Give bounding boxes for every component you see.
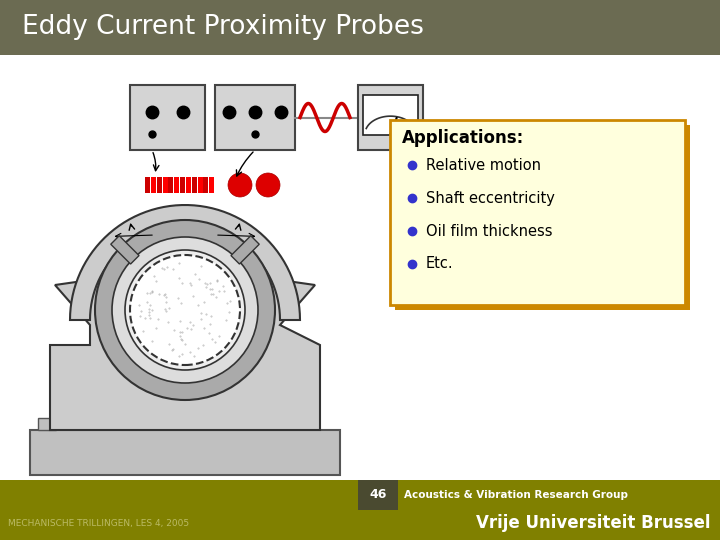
- Bar: [358, 85, 423, 150]
- Text: MECHANISCHE TRILLINGEN, LES 4, 2005: MECHANISCHE TRILLINGEN, LES 4, 2005: [8, 519, 189, 528]
- Bar: [180, 177, 185, 193]
- Circle shape: [112, 237, 258, 383]
- Bar: [395, 125, 690, 310]
- Text: Relative motion: Relative motion: [426, 158, 541, 172]
- Bar: [0, 0, 720, 55]
- Bar: [0, 55, 720, 480]
- Bar: [358, 480, 398, 510]
- Text: Vrije Universiteit Brussel: Vrije Universiteit Brussel: [475, 514, 710, 532]
- Bar: [145, 177, 150, 193]
- Text: Oil film thickness: Oil film thickness: [426, 224, 552, 239]
- Bar: [197, 177, 202, 193]
- Bar: [192, 177, 197, 193]
- Bar: [186, 177, 191, 193]
- Bar: [174, 177, 179, 193]
- Text: 46: 46: [369, 489, 387, 502]
- Polygon shape: [50, 275, 320, 430]
- Bar: [38, 418, 56, 430]
- Circle shape: [130, 255, 240, 365]
- Bar: [163, 177, 168, 193]
- Bar: [203, 177, 208, 193]
- Bar: [210, 177, 214, 193]
- Text: Shaft eccentricity: Shaft eccentricity: [426, 191, 555, 206]
- Bar: [30, 430, 340, 475]
- Bar: [231, 236, 259, 264]
- Text: Acoustics & Vibration Research Group: Acoustics & Vibration Research Group: [404, 490, 628, 500]
- Bar: [168, 177, 174, 193]
- Bar: [0, 480, 720, 540]
- Bar: [363, 95, 418, 135]
- Bar: [150, 177, 156, 193]
- Bar: [390, 120, 685, 305]
- Circle shape: [256, 173, 280, 197]
- Text: Applications:: Applications:: [402, 129, 524, 147]
- Circle shape: [228, 173, 252, 197]
- Bar: [215, 85, 295, 150]
- Bar: [157, 177, 162, 193]
- Text: Etc.: Etc.: [426, 256, 454, 272]
- Polygon shape: [70, 205, 300, 320]
- Circle shape: [95, 220, 275, 400]
- Text: Eddy Current Proximity Probes: Eddy Current Proximity Probes: [22, 15, 424, 40]
- Bar: [130, 85, 205, 150]
- Bar: [111, 236, 139, 264]
- Circle shape: [125, 250, 245, 370]
